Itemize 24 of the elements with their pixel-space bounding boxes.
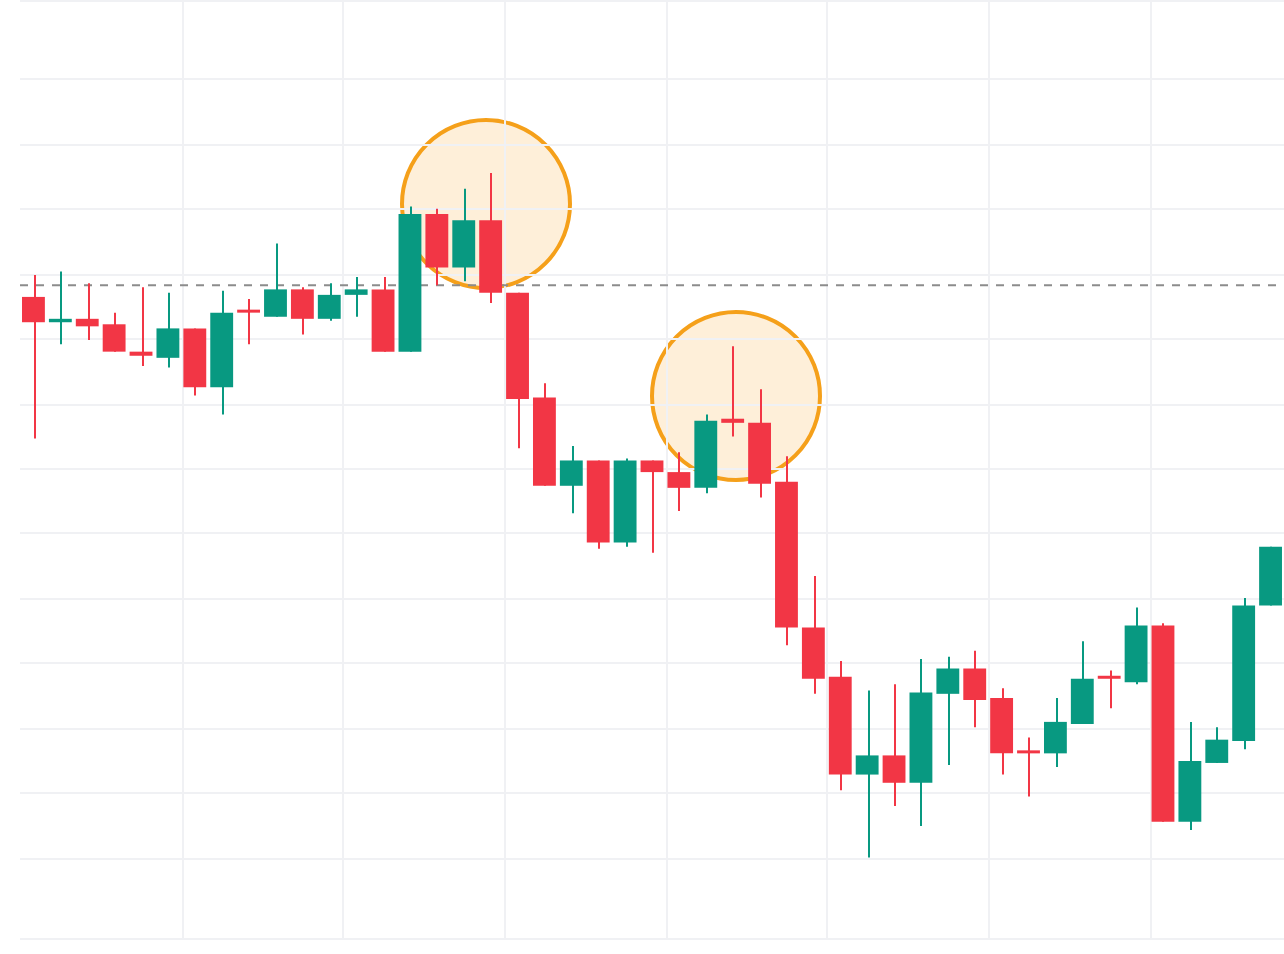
candlestick [22, 274, 45, 440]
candlestick [721, 345, 745, 438]
candlestick [855, 689, 879, 859]
candlestick [237, 297, 261, 346]
candlestick [963, 649, 987, 729]
candlestick [1070, 640, 1094, 725]
candlestick [1043, 696, 1067, 769]
candlestick [452, 187, 476, 283]
candlestick [75, 282, 99, 342]
candlestick [129, 286, 153, 368]
candlestick [1097, 669, 1121, 710]
candlestick [936, 655, 960, 766]
candlestick [264, 242, 287, 318]
candlestick [1205, 726, 1229, 764]
candlestick [156, 291, 180, 369]
candlestick [640, 459, 664, 554]
candlestick [344, 276, 368, 318]
candlestick [882, 683, 906, 808]
candlestick [667, 451, 691, 513]
candlestick [1017, 736, 1040, 798]
candlestick [317, 282, 341, 322]
candlestick [290, 286, 314, 336]
candlestick [559, 445, 583, 515]
candlestick [102, 311, 126, 353]
